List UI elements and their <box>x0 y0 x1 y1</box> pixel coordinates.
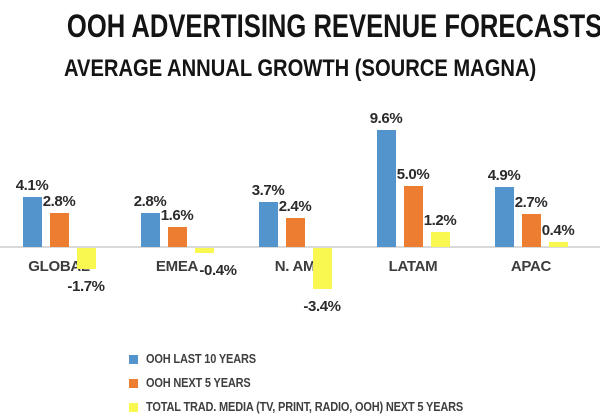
value-label-ooh-last-10-years-emea: 2.8% <box>133 193 167 210</box>
bar-ooh-last-10-years-latam <box>376 130 396 247</box>
value-label-total-trad-media-tv-print-radio-ooh-next-5-years-global: -1.7% <box>67 278 105 295</box>
value-label-ooh-last-10-years-latam: 9.6% <box>369 110 403 127</box>
legend-label-ooh-last-10-years: OOH LAST 10 YEARS <box>146 352 256 366</box>
chart-title-text: OOH ADVERTISING REVENUE FORECASTS <box>66 8 600 44</box>
bar-total-trad-media-tv-print-radio-ooh-next-5-years-apac <box>548 242 568 247</box>
value-label-ooh-next-5-years-n-am: 2.4% <box>278 198 312 215</box>
legend-label-ooh-next-5-years: OOH NEXT 5 YEARS <box>146 376 251 390</box>
x-axis-baseline <box>0 246 600 248</box>
bar-ooh-last-10-years-global <box>22 197 42 247</box>
bar-ooh-next-5-years-latam <box>403 186 423 247</box>
legend-item-ooh-next-5-years: OOH NEXT 5 YEARS <box>129 375 506 391</box>
bar-ooh-next-5-years-apac <box>521 214 541 247</box>
category-label-n-am: N. AM <box>274 258 316 275</box>
category-label-apac: APAC <box>510 258 552 275</box>
value-label-ooh-next-5-years-latam: 5.0% <box>396 166 430 183</box>
bar-ooh-last-10-years-n-am <box>258 202 278 247</box>
value-label-total-trad-media-tv-print-radio-ooh-next-5-years-latam: 1.2% <box>423 212 457 229</box>
bar-ooh-last-10-years-emea <box>140 213 160 247</box>
legend-swatch-orange <box>129 378 138 388</box>
value-label-ooh-next-5-years-emea: 1.6% <box>160 207 194 224</box>
value-label-ooh-next-5-years-global: 2.8% <box>42 193 76 210</box>
value-label-ooh-last-10-years-global: 4.1% <box>15 177 49 194</box>
bar-total-trad-media-tv-print-radio-ooh-next-5-years-latam <box>430 232 450 247</box>
legend-label-total-trad-media-tv-print-radio-ooh-next-5-years: TOTAL TRAD. MEDIA (TV, PRINT, RADIO, OOH… <box>146 400 464 414</box>
legend: OOH LAST 10 YEARS OOH NEXT 5 YEARS TOTAL T… <box>129 351 506 415</box>
value-label-ooh-last-10-years-n-am: 3.7% <box>251 182 285 199</box>
bar-total-trad-media-tv-print-radio-ooh-next-5-years-emea <box>194 248 214 253</box>
bar-ooh-last-10-years-apac <box>494 187 514 247</box>
chart-subtitle-text: AVERAGE ANNUAL GROWTH (SOURCE MAGNA) <box>63 55 537 82</box>
chart-title: OOH ADVERTISING REVENUE FORECASTS <box>0 8 600 44</box>
category-label-global: GLOBAL <box>28 258 90 275</box>
bar-ooh-next-5-years-emea <box>167 227 187 247</box>
bar-total-trad-media-tv-print-radio-ooh-next-5-years-global <box>76 248 96 269</box>
bar-ooh-next-5-years-n-am <box>285 218 305 247</box>
category-label-emea: EMEA <box>155 258 199 275</box>
legend-item-ooh-last-10-years: OOH LAST 10 YEARS <box>129 351 506 367</box>
legend-swatch-blue <box>129 354 138 364</box>
chart-subtitle: AVERAGE ANNUAL GROWTH (SOURCE MAGNA) <box>0 55 600 83</box>
value-label-ooh-last-10-years-apac: 4.9% <box>487 167 521 184</box>
value-label-total-trad-media-tv-print-radio-ooh-next-5-years-n-am: -3.4% <box>303 298 341 315</box>
value-label-ooh-next-5-years-apac: 2.7% <box>514 194 548 211</box>
bar-total-trad-media-tv-print-radio-ooh-next-5-years-n-am <box>312 248 332 289</box>
category-label-latam: LATAM <box>388 258 438 275</box>
bar-ooh-next-5-years-global <box>49 213 69 247</box>
legend-item-total-trad-media-tv-print-radio-ooh-next-5-years: TOTAL TRAD. MEDIA (TV, PRINT, RADIO, OOH… <box>129 399 506 415</box>
legend-swatch-yellow <box>129 402 138 412</box>
value-label-total-trad-media-tv-print-radio-ooh-next-5-years-apac: 0.4% <box>541 222 575 239</box>
value-label-total-trad-media-tv-print-radio-ooh-next-5-years-emea: -0.4% <box>199 262 237 279</box>
